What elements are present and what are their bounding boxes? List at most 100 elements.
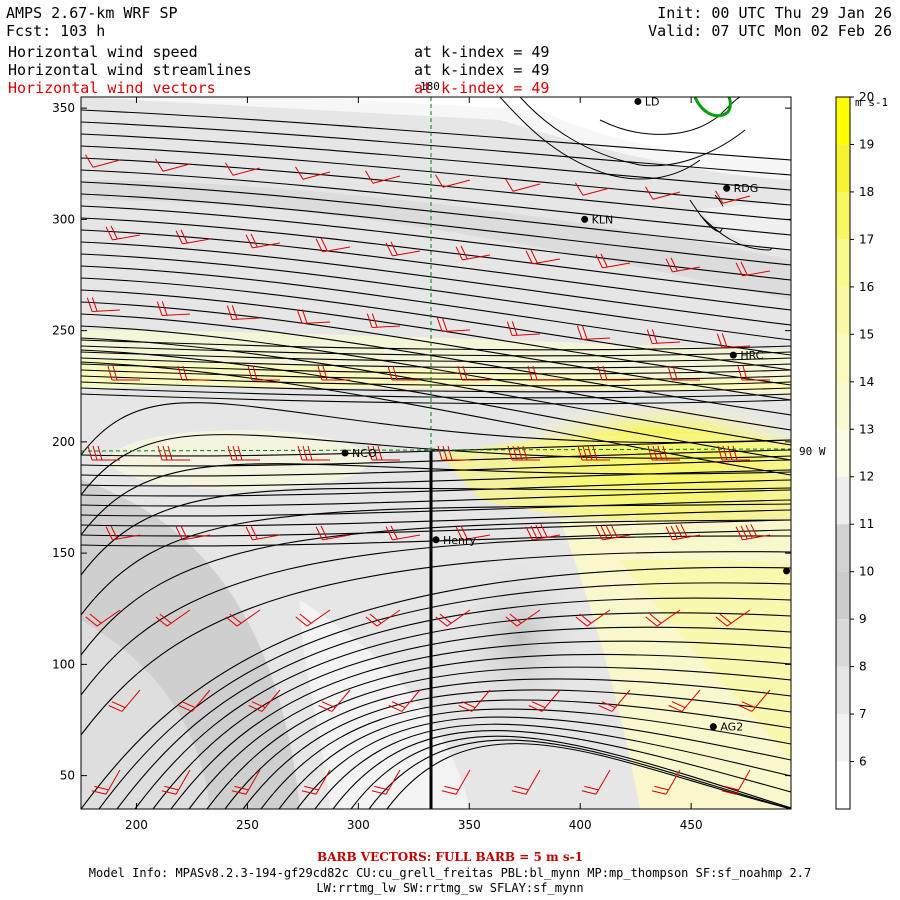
colorbar-level-label: 6 [859, 755, 867, 769]
streamline [81, 469, 791, 487]
station-marker [723, 184, 731, 192]
wind-barb [505, 609, 541, 627]
streamline [81, 265, 791, 356]
wind-barb [435, 609, 471, 627]
streamline [81, 339, 791, 351]
wind-barb [577, 445, 610, 461]
colorbar-swatch [836, 524, 850, 572]
y-tick-label: 100 [52, 657, 75, 671]
wind-barb [385, 525, 421, 541]
wind-barb [315, 525, 351, 541]
streamline [81, 375, 791, 387]
streamline [98, 582, 791, 809]
colorbar-swatch [836, 286, 850, 335]
wind-barb [157, 445, 190, 461]
forecast-hour: Fcst: 103 h [6, 22, 106, 40]
colorbar-level-label: 13 [859, 422, 874, 436]
wind-barb [437, 445, 470, 461]
wind-barb [231, 769, 261, 795]
colorbar-swatch [836, 381, 850, 430]
wind-barb [175, 525, 211, 541]
wind-barb [296, 309, 331, 324]
station-marker [341, 449, 349, 457]
stations: KLN RDG HRC NCO Henry AG2 LD [341, 97, 791, 734]
x-tick-label: 300 [347, 818, 370, 832]
colorbar-swatch [836, 97, 850, 145]
streamline [81, 301, 791, 401]
station-label: KLN [592, 213, 614, 226]
streamline [81, 217, 791, 296]
wind-barb [441, 769, 471, 795]
wind-barb [105, 225, 141, 241]
wind-barb [387, 365, 420, 381]
x-tick-label: 250 [236, 818, 259, 832]
y-tick-label: 150 [52, 546, 75, 560]
streamline [81, 479, 791, 497]
streamline [81, 133, 791, 191]
colorbar-level-label: 10 [859, 565, 874, 579]
wind-barb [715, 190, 751, 204]
wind-barb [721, 769, 751, 795]
wind-barb [388, 689, 421, 712]
station-marker [709, 723, 717, 731]
wind-barb [245, 525, 281, 541]
wind-barb [645, 186, 681, 200]
streamline [81, 535, 791, 696]
colorbar-swatch [836, 334, 850, 382]
streamline [81, 193, 791, 266]
colorbar-level-label: 15 [859, 327, 874, 341]
wind-barb [457, 365, 490, 381]
colorbar-level-label: 8 [859, 660, 867, 674]
x-tick-label: 200 [125, 818, 148, 832]
streamline [81, 529, 791, 547]
colorbar-swatch [836, 619, 850, 667]
wind-barb [225, 609, 261, 627]
wind-barb [248, 689, 281, 712]
station-label: Henry [443, 534, 477, 547]
station-label: HRC [740, 349, 763, 362]
y-tick-label: 200 [52, 435, 75, 449]
wind-barb [667, 365, 700, 381]
map-frame [80, 96, 792, 810]
station-marker [729, 351, 737, 359]
streamline [81, 566, 791, 809]
wind-barb [315, 237, 351, 253]
wind-barb [735, 261, 771, 277]
wind-barb [155, 158, 191, 172]
wind-barb [665, 523, 701, 541]
colorbar-swatch [836, 761, 850, 809]
streamline [81, 345, 791, 357]
colorbar-swatch [836, 239, 850, 287]
colorbar-swatch [836, 571, 850, 620]
wind-barb [595, 523, 631, 541]
land-white [700, 200, 791, 250]
wind-barb [455, 245, 491, 261]
streamline [81, 181, 791, 251]
streamline [81, 449, 791, 467]
streamline [81, 402, 791, 456]
streamline [81, 145, 791, 206]
wind-barb [458, 689, 491, 712]
wind-barb [365, 170, 401, 184]
field-name-vectors: Horizontal wind vectors [8, 79, 216, 97]
wind-barb [525, 523, 561, 541]
wind-barb [575, 182, 611, 196]
colorbar-level-label: 11 [859, 517, 874, 531]
x-tick-label: 350 [458, 818, 481, 832]
colorbar-level-label: 16 [859, 280, 874, 294]
streamline [350, 735, 791, 809]
streamline [81, 499, 791, 517]
colorbar-swatch [836, 144, 850, 192]
wind-barb [715, 609, 751, 627]
wind-barb [108, 689, 141, 712]
wind-barb [505, 178, 541, 192]
streamline [81, 363, 791, 375]
streamline [81, 277, 791, 371]
field-level-streamlines: at k-index = 49 [414, 61, 550, 79]
longitude-90w-line [81, 448, 791, 452]
y-tick-label: 250 [52, 324, 75, 338]
streamline [81, 361, 791, 476]
streamline [81, 519, 791, 537]
wind-barb [595, 253, 631, 269]
wind-barb [668, 689, 701, 712]
